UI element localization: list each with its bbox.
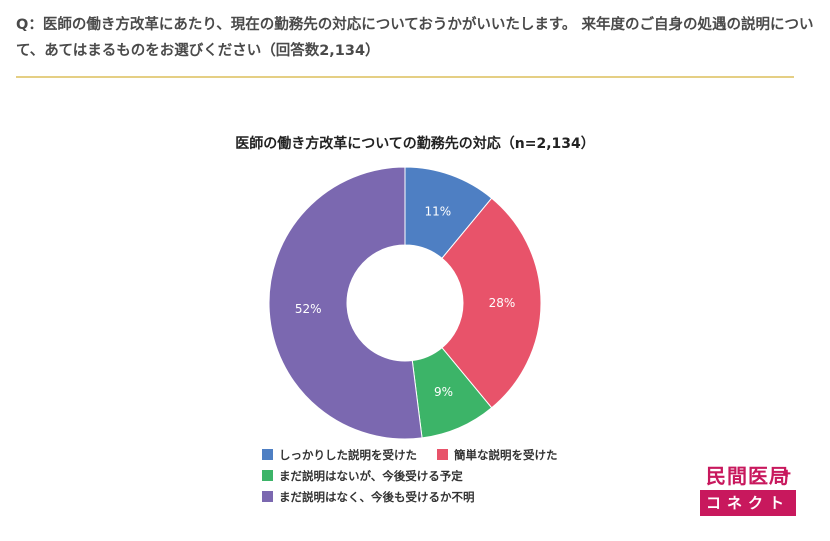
question-text: Q：医師の働き方改革にあたり、現在の勤務先の対応についておうかがいいたします。 … (16, 17, 814, 59)
legend-swatch-4 (262, 491, 273, 502)
logo-bottom-text: コネクト (700, 490, 796, 516)
legend-item-3: まだ説明はないが、今後受ける予定 (262, 468, 463, 484)
donut-slice-4 (268, 166, 423, 440)
legend-label-3: まだ説明はないが、今後受ける予定 (279, 468, 463, 483)
legend-swatch-1 (262, 449, 273, 460)
legend-item-2: 簡単な説明を受けた (437, 447, 558, 463)
legend-swatch-2 (437, 449, 448, 460)
brand-logo: 民間医局 ✚ コネクト (700, 463, 796, 517)
legend-swatch-3 (262, 470, 273, 481)
chart-title: 医師の働き方改革についての勤務先の対応（n=2,134） (235, 136, 595, 152)
legend-label-2: 簡単な説明を受けた (454, 447, 558, 462)
slice-label-3: 9% (434, 385, 453, 399)
legend-item-4: まだ説明はなく、今後も受けるか不明 (262, 489, 475, 505)
donut-slice-2 (441, 197, 542, 409)
legend-label-4: まだ説明はなく、今後も受けるか不明 (279, 489, 475, 504)
plus-icon: ✚ (782, 469, 792, 480)
logo-top-label: 民間医局 (706, 464, 790, 488)
logo-top-text: 民間医局 ✚ (700, 463, 796, 490)
legend-item-1: しっかりした説明を受けた (262, 447, 417, 463)
legend-label-1: しっかりした説明を受けた (279, 447, 417, 462)
slice-label-1: 11% (425, 205, 452, 219)
slice-label-2: 28% (489, 296, 516, 310)
chart-legend: しっかりした説明を受けた 簡単な説明を受けた まだ説明はないが、今後受ける予定 … (262, 444, 578, 507)
slice-label-4: 52% (295, 302, 322, 316)
divider (16, 76, 794, 78)
